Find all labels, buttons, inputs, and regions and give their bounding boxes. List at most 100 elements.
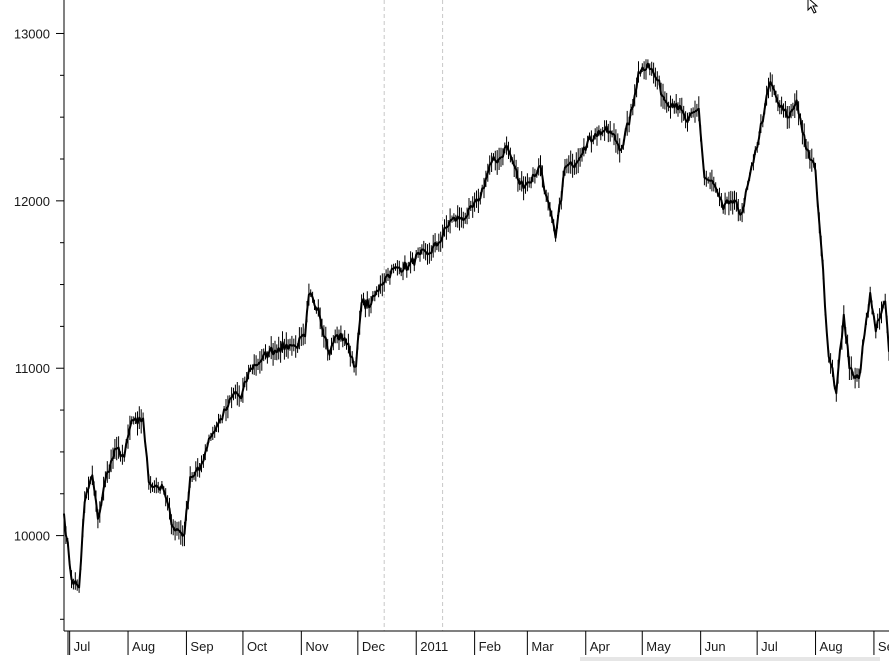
dashed-lines — [383, 0, 444, 631]
data-point — [308, 293, 310, 296]
data-point — [268, 350, 271, 353]
data-point — [183, 533, 186, 535]
data-point — [208, 437, 210, 440]
data-point — [675, 102, 677, 105]
x-axis-corner — [0, 631, 64, 661]
data-point — [564, 166, 566, 169]
data-point — [426, 253, 429, 256]
data-point — [884, 300, 887, 303]
x-tick-label: Dec — [362, 639, 386, 654]
data-point — [438, 241, 440, 244]
data-point — [664, 99, 666, 102]
data-point — [729, 200, 732, 202]
data-point — [500, 156, 502, 159]
data-point — [115, 447, 118, 450]
data-point — [752, 161, 755, 164]
data-point — [277, 347, 280, 349]
data-point — [355, 365, 357, 368]
x-tick-label: Oct — [247, 639, 268, 654]
x-tick-label: Jun — [705, 639, 726, 654]
x-tick-label: Aug — [820, 639, 843, 654]
data-point — [848, 367, 851, 370]
data-point — [858, 377, 860, 380]
data-point — [343, 337, 346, 339]
data-point — [234, 390, 237, 393]
data-point — [360, 302, 363, 304]
data-point — [769, 81, 772, 83]
data-point — [370, 303, 372, 306]
data-point — [240, 397, 242, 400]
data-point — [703, 176, 706, 179]
data-point — [142, 417, 144, 420]
data-point — [147, 481, 150, 483]
data-point — [835, 392, 838, 395]
data-point — [260, 359, 263, 361]
data-point — [637, 71, 640, 73]
data-point — [490, 161, 493, 164]
data-point — [763, 107, 766, 110]
x-tick-label: May — [646, 639, 671, 654]
data-point — [656, 79, 659, 82]
mouse-cursor-icon — [807, 0, 819, 14]
x-axis: Jul Aug Sep Oct Nov Dec 2011 Feb Mar Apr May Jun Jul… — [0, 630, 889, 661]
data-point — [155, 484, 158, 487]
x-tick-label: Apr — [590, 639, 611, 654]
data-point — [814, 169, 817, 172]
data-point — [632, 106, 634, 108]
data-point — [571, 164, 574, 167]
x-tick-label: Mar — [531, 639, 554, 654]
data-point — [396, 266, 399, 269]
data-point — [83, 501, 86, 503]
data-point — [842, 313, 845, 316]
data-point — [379, 283, 382, 286]
y-tick-label: 10000 — [14, 529, 50, 544]
data-point — [163, 489, 165, 492]
data-point — [611, 133, 613, 135]
data-point — [778, 106, 781, 108]
data-point — [827, 355, 830, 358]
bottom-edge-strip — [580, 657, 880, 661]
data-point — [249, 367, 252, 370]
data-point — [317, 307, 320, 309]
x-tick-label: Jul — [74, 639, 91, 654]
data-point — [795, 99, 798, 102]
data-point — [583, 146, 585, 149]
y-axis: 10000 11000 12000 13000 — [14, 0, 65, 631]
data-point — [788, 116, 790, 118]
data-point — [831, 367, 834, 370]
data-point — [647, 62, 649, 65]
x-tick-label: Feb — [479, 639, 501, 654]
data-point — [466, 215, 468, 217]
data-point — [686, 121, 689, 123]
data-point — [603, 129, 606, 132]
data-point — [528, 181, 531, 184]
data-point — [78, 586, 80, 589]
data-point — [449, 220, 451, 222]
data-point — [387, 273, 389, 276]
data-point — [189, 476, 191, 478]
y-tick-label: 12000 — [14, 194, 50, 209]
data-point — [539, 164, 542, 167]
data-point — [713, 183, 715, 185]
data-point — [97, 518, 99, 520]
data-point — [820, 245, 822, 247]
data-point — [294, 345, 297, 348]
x-tick-label: Jul — [761, 639, 778, 654]
data-point — [106, 471, 109, 473]
y-tick-label: 13000 — [14, 26, 50, 41]
data-point — [620, 148, 623, 150]
data-point — [123, 456, 126, 458]
data-point — [545, 195, 547, 197]
data-point — [805, 148, 807, 150]
x-tick-label: 2011 — [420, 639, 448, 654]
data-point — [198, 469, 201, 472]
x-tick-label: Nov — [305, 639, 329, 654]
data-point — [407, 265, 410, 267]
data-point — [304, 335, 306, 338]
x-tick-label: Se — [878, 639, 889, 654]
data-point — [554, 236, 557, 239]
data-point — [519, 183, 521, 185]
data-point — [869, 292, 871, 294]
